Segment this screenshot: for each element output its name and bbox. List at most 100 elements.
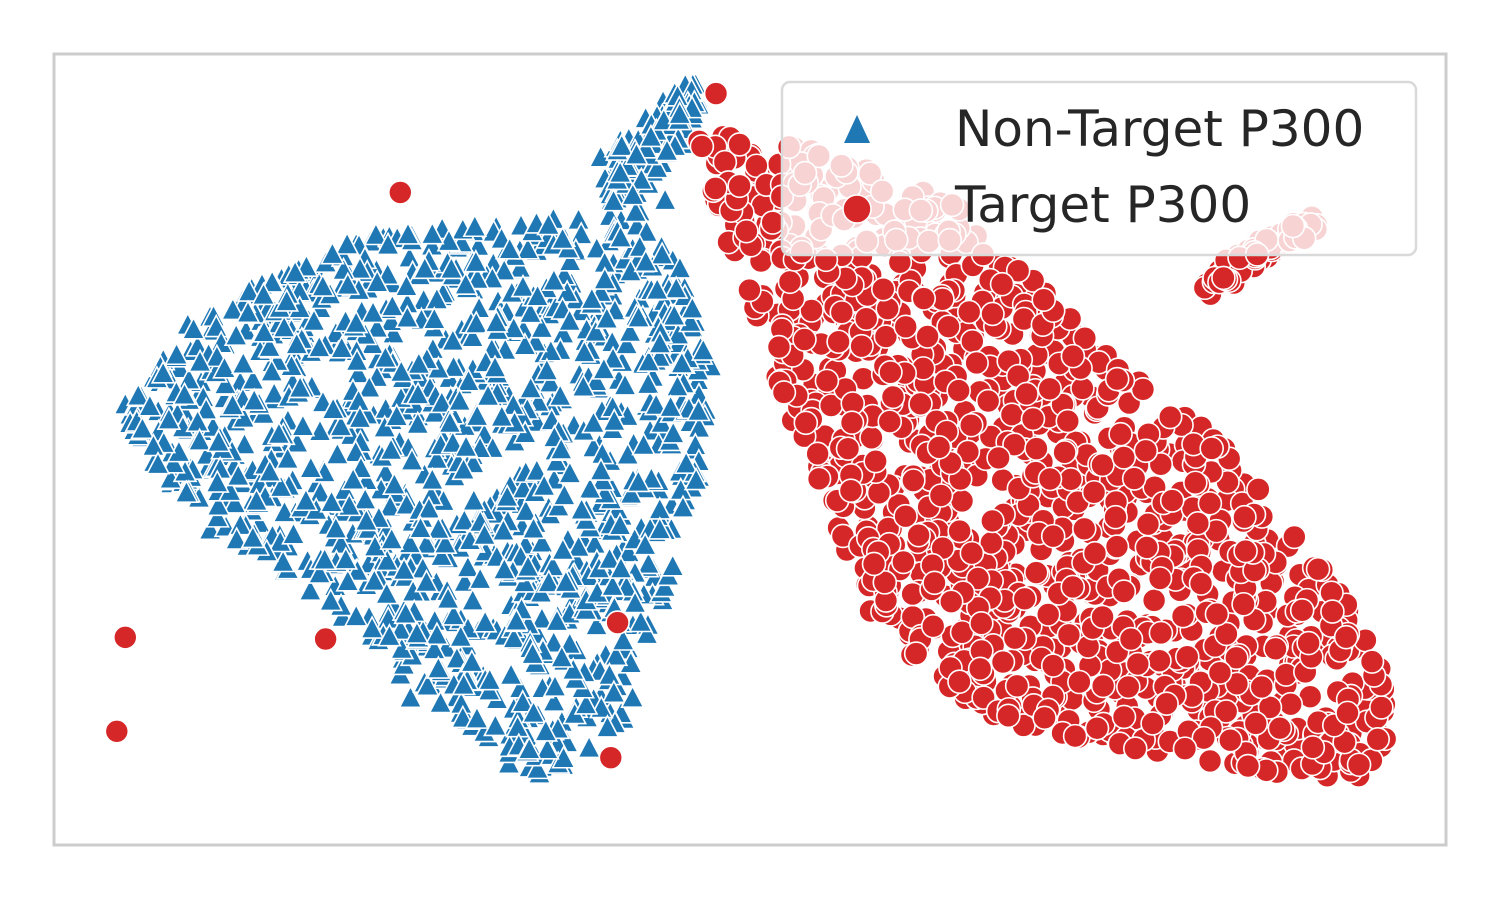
non-target-point — [472, 521, 497, 546]
target-point — [1346, 752, 1372, 778]
non-target-point — [644, 276, 670, 301]
target-point — [1289, 598, 1315, 623]
target-point — [1052, 440, 1077, 465]
non-target-point — [584, 235, 610, 260]
non-target-point — [394, 491, 419, 516]
target-point — [1024, 436, 1049, 461]
target-point — [1104, 534, 1130, 559]
target-point — [1090, 673, 1116, 699]
non-target-point — [652, 186, 678, 211]
target-point — [1116, 674, 1141, 700]
target-point — [737, 277, 762, 303]
target-point — [1031, 287, 1057, 313]
non-target-point — [600, 345, 626, 370]
non-target-point — [426, 515, 451, 540]
non-target-point — [354, 507, 379, 532]
target-point — [793, 410, 819, 436]
non-target-point — [336, 492, 362, 517]
non-target-point — [344, 347, 370, 372]
non-target-point — [374, 580, 400, 605]
non-target-point — [275, 445, 300, 470]
non-target-point — [518, 299, 543, 324]
non-target-point — [284, 331, 310, 355]
non-target-point — [323, 515, 349, 539]
target-point — [1147, 566, 1173, 591]
non-target-point — [440, 327, 466, 352]
legend-label-non-target: Non-Target P300 — [955, 100, 1364, 158]
legend-target-marker — [842, 194, 872, 224]
target-point — [920, 613, 946, 639]
non-target-point — [601, 187, 626, 212]
non-target-point — [483, 712, 508, 737]
non-target-points — [112, 71, 724, 784]
target-point — [1335, 700, 1360, 726]
non-target-point — [654, 137, 680, 162]
target-point — [1134, 535, 1160, 560]
target-point — [1141, 588, 1167, 613]
non-target-point — [617, 318, 643, 343]
target-point — [861, 551, 887, 577]
non-target-point — [266, 420, 292, 445]
target-point — [1185, 511, 1211, 536]
non-target-point — [678, 308, 703, 333]
target-point — [1147, 648, 1172, 674]
target-point — [1157, 404, 1183, 430]
target-point — [990, 649, 1016, 675]
non-target-point — [601, 679, 627, 704]
non-target-point — [290, 413, 316, 437]
non-target-point — [343, 309, 369, 334]
non-target-point — [686, 414, 712, 439]
non-target-point — [225, 462, 251, 487]
target-point — [1224, 671, 1250, 697]
target-point — [313, 626, 338, 652]
non-target-point — [156, 406, 182, 430]
non-target-point — [359, 615, 385, 639]
non-target-point — [439, 255, 464, 280]
target-point — [839, 410, 865, 435]
non-target-point — [595, 714, 620, 738]
non-target-point — [377, 623, 402, 647]
target-point — [1191, 725, 1217, 751]
target-point — [835, 436, 861, 462]
non-target-point — [428, 689, 453, 714]
target-point — [1213, 699, 1239, 724]
non-target-point — [549, 644, 575, 668]
non-target-point — [566, 533, 591, 558]
target-point — [826, 329, 851, 355]
non-target-point — [663, 275, 689, 299]
target-point — [1090, 604, 1115, 630]
non-target-point — [164, 341, 189, 366]
non-target-point — [620, 684, 645, 709]
target-point — [1005, 258, 1031, 284]
target-point — [1040, 653, 1066, 678]
target-point — [946, 378, 971, 403]
non-target-point — [608, 224, 633, 248]
non-target-point — [635, 370, 661, 395]
non-target-point — [477, 666, 503, 691]
non-target-point — [223, 322, 249, 347]
non-target-point — [145, 451, 171, 475]
non-target-point — [540, 553, 566, 577]
non-target-point — [579, 286, 605, 310]
non-target-point — [421, 306, 447, 330]
non-target-point — [241, 387, 267, 411]
target-point — [1004, 673, 1030, 699]
non-target-point — [557, 248, 583, 272]
target-point — [1118, 626, 1144, 652]
non-target-point — [612, 372, 638, 396]
non-target-point — [240, 524, 266, 549]
non-target-point — [581, 409, 606, 434]
non-target-point — [620, 181, 646, 206]
target-point — [969, 611, 994, 636]
non-target-point — [480, 265, 505, 289]
target-point — [1062, 723, 1088, 749]
non-target-point — [588, 457, 614, 481]
non-target-point — [534, 357, 560, 381]
non-target-point — [308, 479, 333, 504]
non-target-point — [633, 248, 659, 273]
non-target-point — [374, 547, 400, 572]
target-point — [872, 570, 898, 595]
target-point — [703, 81, 729, 106]
target-point — [1246, 477, 1271, 502]
